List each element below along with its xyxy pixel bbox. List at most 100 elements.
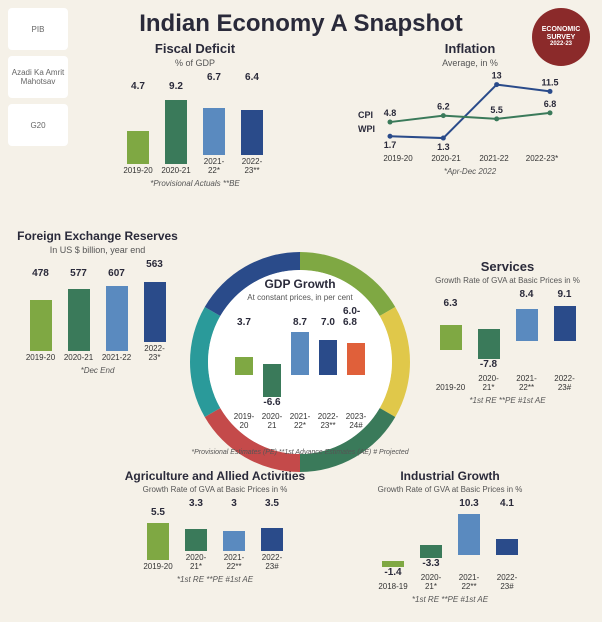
bar-label: 2021-22** <box>453 574 485 592</box>
ind-sub: Growth Rate of GVA at Basic Prices in % <box>355 485 545 494</box>
agri-chart: Agriculture and Allied Activities Growth… <box>120 470 310 584</box>
bar-value: 10.3 <box>459 498 478 509</box>
bar-label: 2022-23# <box>491 574 523 592</box>
wpi-pt <box>494 82 499 87</box>
inflation-title: Inflation <box>370 42 570 56</box>
cpi-val: 4.8 <box>384 108 397 118</box>
wpi-val: 13 <box>492 72 502 81</box>
bar-value: 9.1 <box>558 289 572 300</box>
bar-value: 6.3 <box>444 298 458 309</box>
bar-rect <box>185 529 207 551</box>
bar-rect <box>496 539 518 555</box>
fiscal-note: *Provisional Actuals **BE <box>105 179 285 188</box>
inflation-chart: Inflation Average, in % CPI WPI 1.71.313… <box>370 42 570 176</box>
bar-value: 563 <box>146 259 163 270</box>
bar-rect <box>68 289 90 351</box>
services-title: Services <box>420 260 595 274</box>
logo-azadi: Azadi Ka Amrit Mahotsav <box>8 56 68 98</box>
inflation-sub: Average, in % <box>370 58 570 68</box>
bar-label: 2020-21 <box>64 354 93 363</box>
forex-sub: In US $ billion, year end <box>10 245 185 255</box>
wpi-val: 1.3 <box>437 142 450 152</box>
bar-item: 6072021-22 <box>101 268 133 363</box>
bar-item: -7.82020-21* <box>473 290 505 393</box>
bar-rect <box>223 531 245 551</box>
bar-value: 478 <box>32 268 49 279</box>
bar-rect <box>165 100 187 164</box>
bar-item: 9.1 2022-23# <box>549 289 581 393</box>
infl-cat: 2021-22 <box>477 155 511 164</box>
cpi-pt <box>494 117 499 122</box>
bar-label: 2023-24# <box>343 413 369 431</box>
bar-item: 7.0 2022-23** <box>315 317 341 431</box>
logo-pib: PIB <box>8 8 68 50</box>
bar-rect <box>263 364 281 397</box>
infl-cat: 2019-20 <box>381 155 415 164</box>
bar-value: 9.2 <box>169 81 183 92</box>
logo-strip: PIB Azadi Ka Amrit Mahotsav G20 <box>8 8 76 152</box>
bar-value: 6.7 <box>207 72 221 83</box>
fiscal-sub: % of GDP <box>105 58 285 68</box>
bar-rect <box>261 528 283 551</box>
bar-label: 2019-20 <box>436 384 465 393</box>
bar-value: 7.0 <box>321 317 335 328</box>
bar-rect <box>440 325 462 350</box>
bar-label: 2022-23** <box>315 413 341 431</box>
bar-value: 3.7 <box>237 317 251 328</box>
bar-item: 563 2022-23* <box>139 259 171 363</box>
wpi-line <box>390 85 550 138</box>
wpi-val: 1.7 <box>384 141 397 151</box>
bar-value: -3.3 <box>422 558 439 569</box>
bar-rect <box>30 300 52 351</box>
bar-rect <box>554 306 576 341</box>
cpi-pt <box>388 120 393 125</box>
forex-chart: Foreign Exchange Reserves In US $ billio… <box>10 230 185 375</box>
bar-label: 2020-21 <box>161 167 190 176</box>
gdp-note: *Provisional Estimates (PE) **1st Advanc… <box>190 448 410 457</box>
bar-label: 2021-22* <box>287 413 313 431</box>
cpi-val: 6.2 <box>437 102 450 112</box>
bar-label: 2018-19 <box>378 583 407 592</box>
bar-value: 4.7 <box>131 81 145 92</box>
industrial-chart: Industrial Growth Growth Rate of GVA at … <box>355 470 545 604</box>
fiscal-title: Fiscal Deficit <box>105 42 285 56</box>
bar-value: 6.4 <box>245 72 259 83</box>
bar-value: 3.5 <box>265 498 279 509</box>
wpi-pt <box>388 134 393 139</box>
infl-cat: 2022-23* <box>525 155 559 164</box>
bar-item: 6.42022-23** <box>236 72 268 176</box>
bar-rect <box>516 309 538 342</box>
bar-item: 3.52022-23# <box>256 498 288 572</box>
bar-label: 2019-20 <box>143 563 172 572</box>
bar-item: 3.72019-20 <box>231 317 257 431</box>
cpi-val: 6.8 <box>544 99 557 109</box>
bar-rect <box>127 131 149 164</box>
ind-note: *1st RE **PE #1st AE <box>355 595 545 604</box>
bar-rect <box>291 332 309 376</box>
infl-cat: 2020-21 <box>429 155 463 164</box>
bar-item: 32021-22** <box>218 498 250 572</box>
inflation-note: *Apr-Dec 2022 <box>370 167 570 176</box>
bar-value: 5.5 <box>151 507 165 518</box>
bar-item: 4.12022-23# <box>491 498 523 592</box>
bar-rect <box>144 282 166 343</box>
bar-label: 2022-23* <box>139 345 171 363</box>
bar-item: 10.3 2021-22** <box>453 498 485 592</box>
bar-label: 2022-23# <box>549 375 581 393</box>
bar-rect <box>203 108 225 155</box>
badge-l1: ECONOMIC <box>542 26 581 34</box>
page-title: Indian Economy A Snapshot <box>0 10 602 38</box>
bar-label: 2020-21 <box>259 413 285 431</box>
gdp-inner: GDP Growth At constant prices, in per ce… <box>208 270 392 454</box>
bar-label: 2019-20 <box>123 167 152 176</box>
bar-value: -1.4 <box>384 567 401 578</box>
bar-rect <box>147 523 169 560</box>
services-chart: Services Growth Rate of GVA at Basic Pri… <box>420 260 595 405</box>
bar-rect <box>241 110 263 155</box>
bar-item: 5772020-21 <box>63 268 95 363</box>
wpi-label: WPI <box>358 124 375 134</box>
bar-value: 3.3 <box>189 498 203 509</box>
forex-title: Foreign Exchange Reserves <box>10 230 185 243</box>
bar-rect <box>235 357 253 376</box>
bar-rect <box>458 514 480 555</box>
